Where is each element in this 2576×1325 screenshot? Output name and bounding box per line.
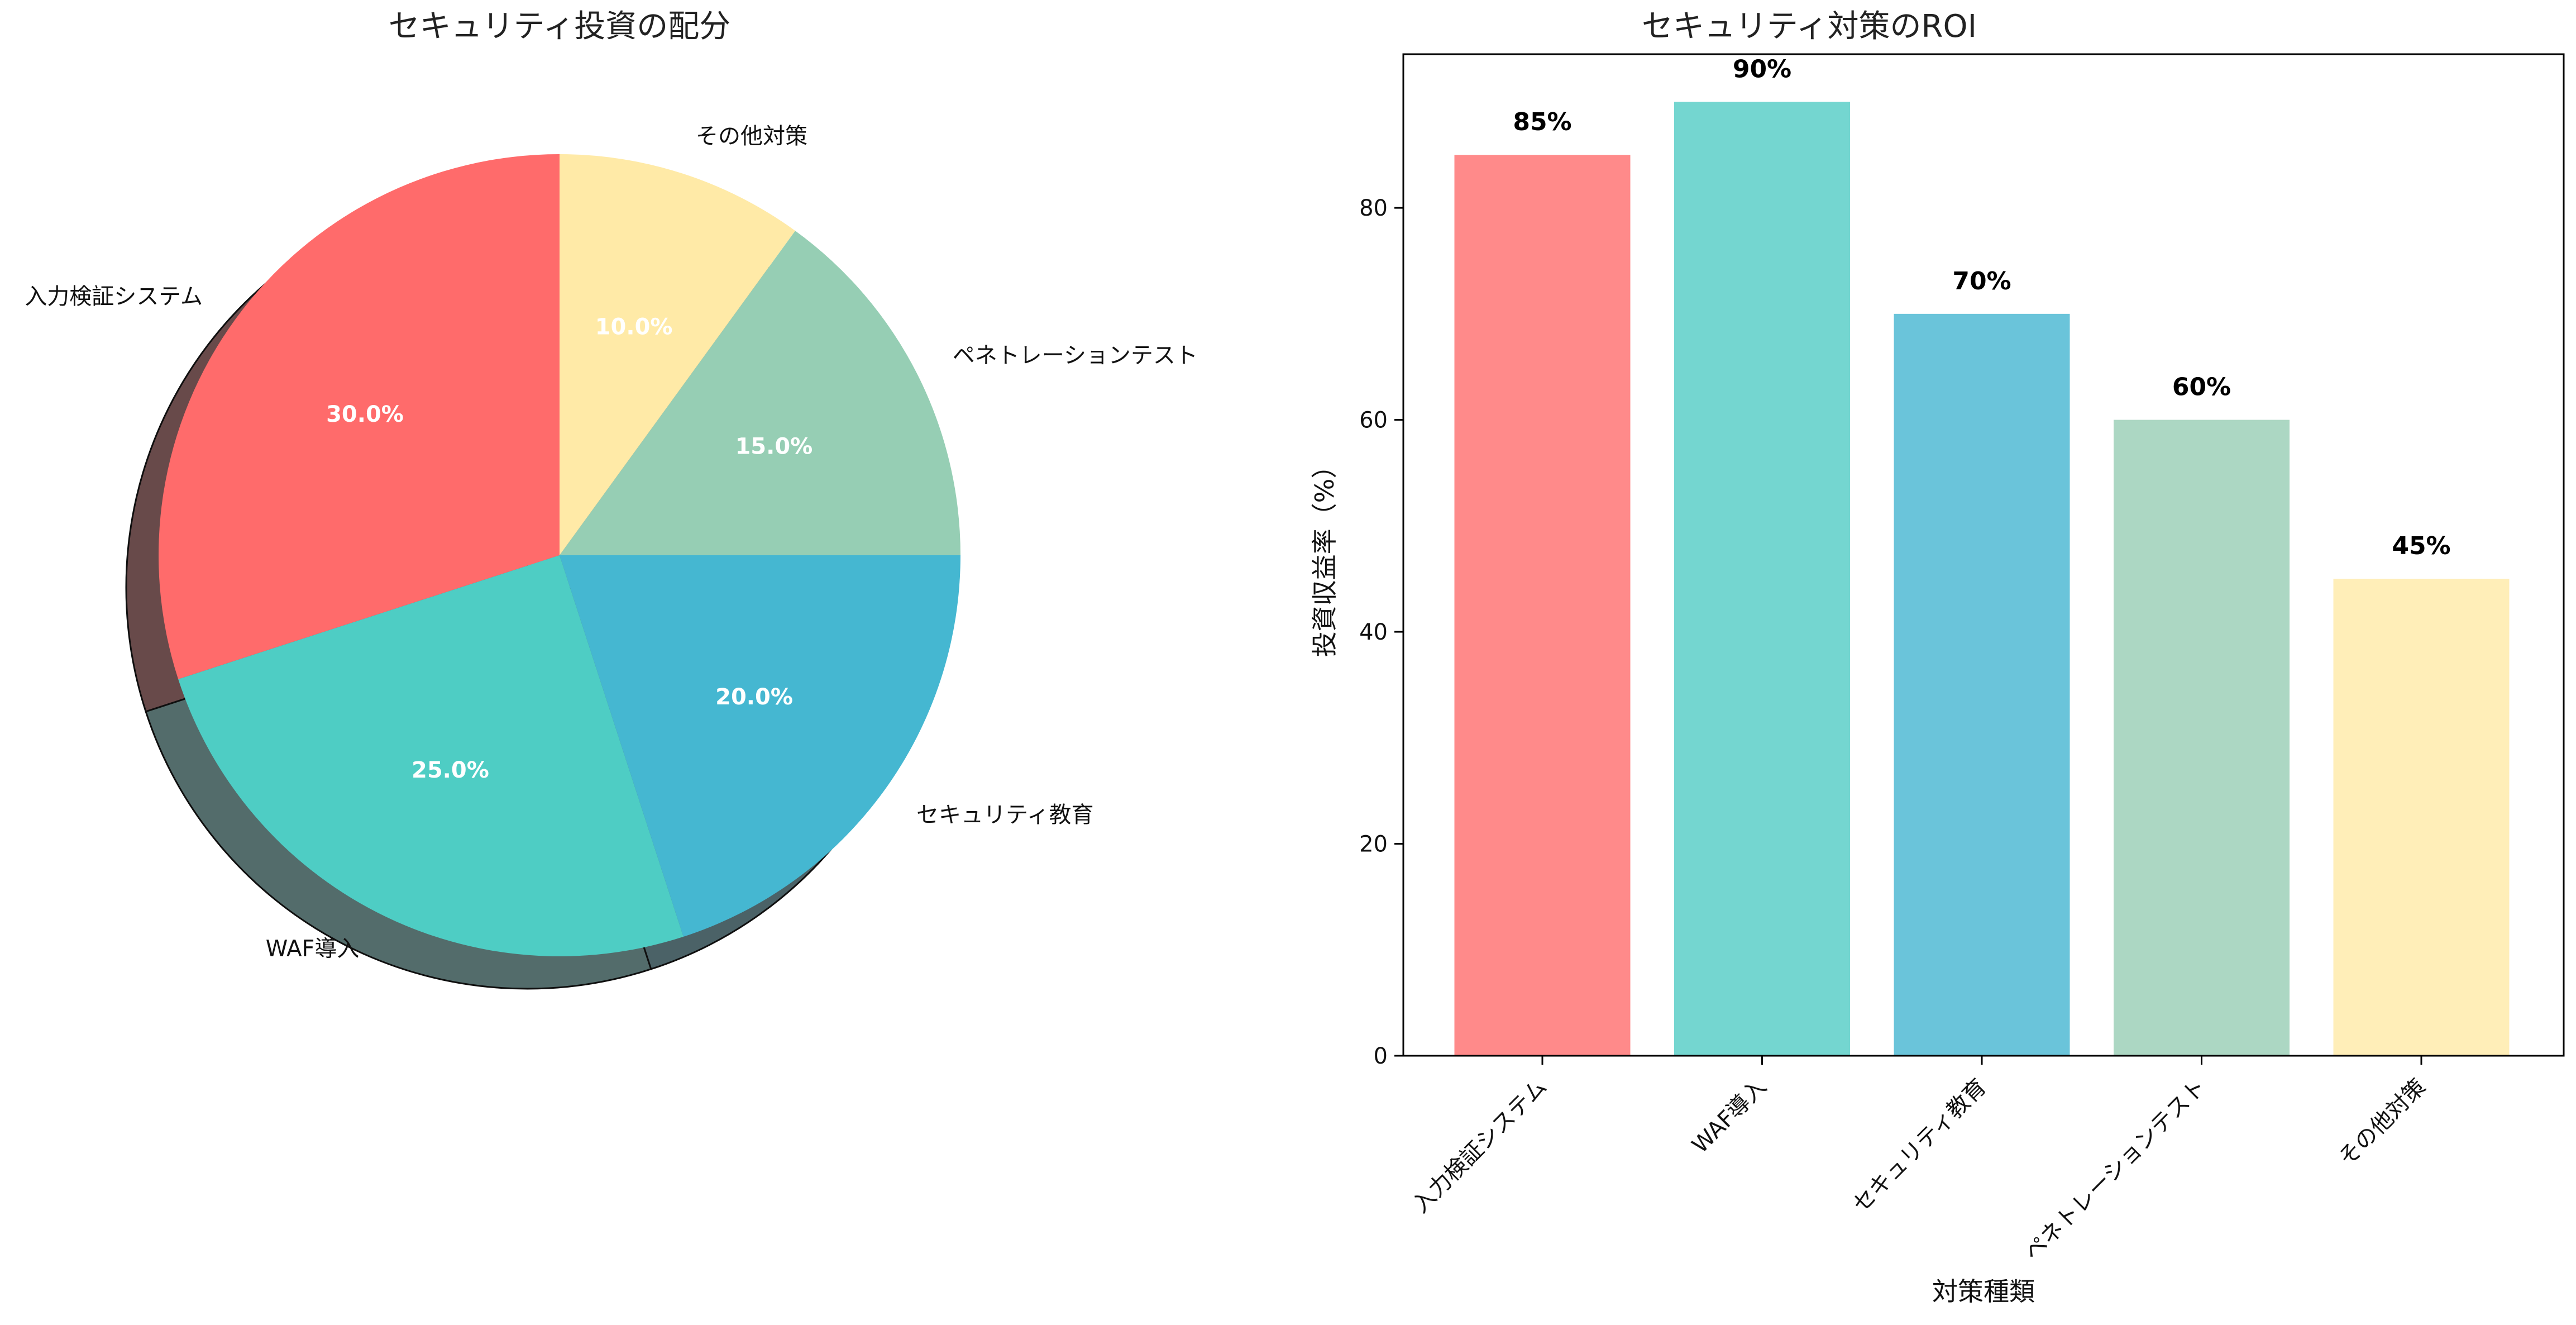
pie-slice-group bbox=[158, 154, 960, 956]
bar-value-label-item-4: 60% bbox=[2172, 373, 2231, 402]
x-axis-label: 対策種類 bbox=[1932, 1276, 2035, 1307]
y-axis-ticks: 0 20 40 60 80 bbox=[1359, 196, 1403, 1069]
pie-category-label-item-3: セキュリティ教育 bbox=[916, 802, 1094, 828]
pie-percent-label-item-4: 15.0% bbox=[735, 433, 813, 459]
pie-category-label-item-2: WAF導入 bbox=[266, 936, 360, 962]
bar-item-4 bbox=[2114, 420, 2290, 1056]
bar-value-label-item-1: 85% bbox=[1513, 108, 1571, 136]
pie-percent-label-item-3: 20.0% bbox=[715, 684, 793, 710]
pie-category-labels: 入力検証システム WAF導入 セキュリティ教育 ペネトレーションテスト その他対策 bbox=[25, 123, 1198, 962]
bar-chart-title: セキュリティ対策のROI bbox=[1642, 8, 1977, 45]
pie-percent-labels: 30.0% 25.0% 20.0% 15.0% 10.0% bbox=[326, 314, 813, 783]
y-axis-label: 投資収益率（%） bbox=[1309, 453, 1340, 657]
pie-percent-label-item-5: 10.0% bbox=[595, 314, 673, 340]
x-tick-label-item-4: ペネトレーションテスト bbox=[2019, 1074, 2211, 1266]
bar-item-5 bbox=[2333, 579, 2510, 1056]
pie-slice-item-2 bbox=[178, 555, 684, 956]
pie-chart: セキュリティ投資の配分 30.0% 25.0% 20.0% 15.0% 10.0% 入力… bbox=[25, 8, 1198, 990]
bar-value-label-item-2: 90% bbox=[1733, 55, 1791, 83]
pie-percent-label-item-2: 25.0% bbox=[412, 757, 489, 783]
y-tick-label-5: 80 bbox=[1359, 196, 1388, 221]
pie-category-label-item-5: その他対策 bbox=[696, 123, 807, 149]
bar-item-2 bbox=[1674, 102, 1850, 1056]
bar-item-3 bbox=[1894, 313, 2070, 1056]
bar-value-label-item-3: 70% bbox=[1952, 267, 2011, 295]
y-tick-label-4: 60 bbox=[1359, 408, 1388, 433]
pie-slice-item-3 bbox=[560, 555, 960, 937]
pie-slice-item-5 bbox=[560, 154, 796, 555]
bar-value-label-item-5: 45% bbox=[2392, 532, 2450, 560]
x-tick-label-item-2: WAF導入 bbox=[1687, 1074, 1771, 1159]
pie-category-label-item-1: 入力検証システム bbox=[25, 284, 203, 309]
x-tick-label-item-5: その他対策 bbox=[2334, 1074, 2431, 1171]
pie-category-label-item-4: ペネトレーションテスト bbox=[953, 342, 1198, 368]
x-axis-ticks: 入力検証システム WAF導入 セキュリティ教育 ペネトレーションテスト その他対策 bbox=[1408, 1056, 2431, 1266]
y-tick-label-1: 0 bbox=[1374, 1043, 1388, 1069]
y-tick-label-2: 20 bbox=[1359, 832, 1388, 857]
pie-percent-label-item-1: 30.0% bbox=[326, 402, 404, 427]
bar-group bbox=[1454, 102, 2510, 1056]
y-tick-label-3: 40 bbox=[1359, 619, 1388, 645]
x-tick-label-item-1: 入力検証システム bbox=[1408, 1074, 1552, 1218]
pie-slice-item-1 bbox=[158, 154, 560, 679]
bar-axes-frame bbox=[1402, 53, 2565, 1057]
bar-value-labels: 85% 90% 70% 60% 45% bbox=[1513, 55, 2450, 560]
pie-chart-title: セキュリティ投資の配分 bbox=[389, 8, 731, 45]
bar-item-1 bbox=[1454, 155, 1631, 1056]
bar-chart: セキュリティ対策のROI 0 20 40 60 80 入力検証システム WAF導入 セキュリ… bbox=[1309, 8, 2565, 1307]
pie-slice-item-4 bbox=[560, 231, 960, 555]
x-tick-label-item-3: セキュリティ教育 bbox=[1848, 1074, 1991, 1218]
